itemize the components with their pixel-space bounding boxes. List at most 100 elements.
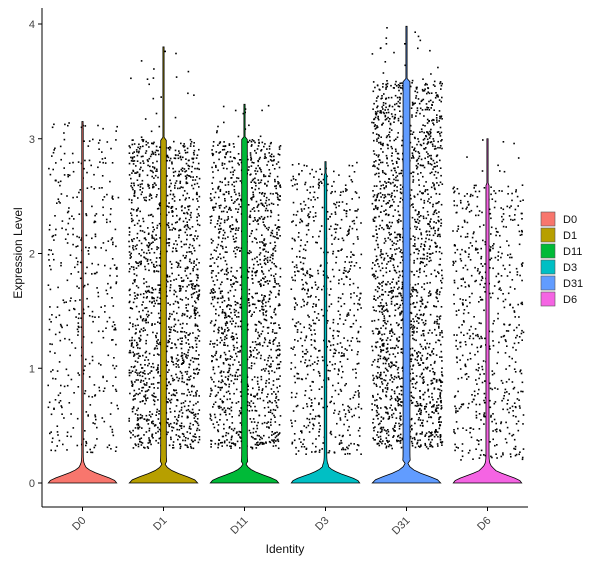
data-point — [79, 299, 81, 301]
data-point — [240, 307, 243, 309]
data-point — [317, 269, 319, 272]
data-point — [409, 303, 412, 306]
data-point — [333, 368, 336, 370]
data-point — [255, 173, 257, 175]
data-point — [219, 371, 222, 374]
data-point — [421, 109, 424, 111]
data-point — [157, 387, 159, 389]
data-point — [340, 305, 343, 308]
data-point — [359, 292, 362, 295]
data-point — [157, 176, 159, 179]
data-point — [278, 342, 280, 344]
data-point — [427, 153, 429, 155]
data-point — [176, 360, 179, 362]
data-point — [274, 337, 277, 339]
data-point — [256, 220, 258, 223]
data-point — [60, 325, 63, 327]
data-point — [58, 361, 61, 363]
data-point — [56, 445, 58, 447]
data-point — [73, 218, 75, 220]
data-point — [251, 409, 253, 412]
data-point — [310, 329, 312, 331]
data-point — [382, 111, 385, 114]
data-point — [413, 397, 415, 399]
data-point — [171, 347, 173, 349]
data-point — [351, 198, 353, 200]
data-point — [217, 405, 220, 408]
data-point — [411, 442, 414, 445]
data-point — [168, 226, 170, 229]
data-point — [137, 424, 140, 426]
data-point — [55, 316, 57, 319]
data-point — [131, 238, 133, 241]
data-point — [148, 314, 150, 316]
data-point — [247, 385, 249, 387]
data-point — [258, 388, 260, 391]
data-point — [277, 219, 280, 221]
data-point — [112, 198, 114, 200]
data-point — [429, 130, 431, 133]
data-point — [180, 240, 183, 243]
data-point — [137, 352, 140, 355]
data-point — [395, 422, 397, 424]
data-point — [373, 429, 375, 432]
data-point — [257, 343, 259, 346]
data-point — [157, 343, 160, 345]
data-point — [433, 305, 435, 307]
data-point — [186, 221, 188, 223]
data-point — [431, 332, 433, 334]
data-point — [310, 339, 313, 341]
data-point — [225, 383, 227, 386]
data-point — [131, 370, 134, 372]
data-point — [236, 337, 238, 339]
data-point — [210, 238, 213, 241]
data-point — [379, 269, 382, 272]
data-point — [142, 217, 144, 220]
data-point — [231, 374, 234, 377]
data-point — [382, 171, 384, 174]
data-point — [290, 391, 293, 394]
data-point — [211, 276, 213, 279]
data-point — [338, 205, 340, 207]
data-point — [186, 383, 189, 386]
data-point — [68, 122, 70, 124]
data-point — [342, 403, 344, 406]
data-point — [136, 409, 138, 412]
data-point — [425, 82, 427, 85]
data-point — [225, 205, 228, 208]
data-point — [380, 416, 383, 418]
data-point — [357, 208, 359, 211]
data-point — [146, 290, 149, 292]
data-point — [236, 375, 239, 378]
data-point — [83, 284, 86, 287]
data-point — [102, 199, 104, 201]
data-point — [148, 291, 151, 293]
data-point — [415, 290, 418, 292]
data-point — [150, 248, 153, 250]
data-point — [209, 197, 212, 199]
data-point — [255, 274, 257, 277]
data-point — [263, 157, 266, 159]
data-point — [216, 246, 218, 249]
data-point — [156, 170, 158, 172]
data-point — [309, 276, 311, 279]
data-point — [172, 426, 175, 429]
data-point — [229, 373, 232, 376]
data-point — [239, 374, 241, 377]
data-point — [228, 190, 230, 193]
data-point — [219, 188, 222, 191]
data-point — [129, 349, 131, 352]
data-point — [197, 296, 199, 298]
data-point — [233, 349, 235, 351]
data-point — [185, 296, 187, 299]
data-point — [264, 370, 266, 372]
data-point — [176, 214, 178, 217]
data-point — [187, 388, 189, 391]
data-point — [71, 215, 73, 217]
data-point — [415, 221, 418, 223]
data-point — [412, 235, 415, 237]
data-point — [426, 106, 428, 109]
data-point — [435, 222, 437, 224]
data-point — [274, 273, 277, 275]
data-point — [354, 391, 357, 393]
